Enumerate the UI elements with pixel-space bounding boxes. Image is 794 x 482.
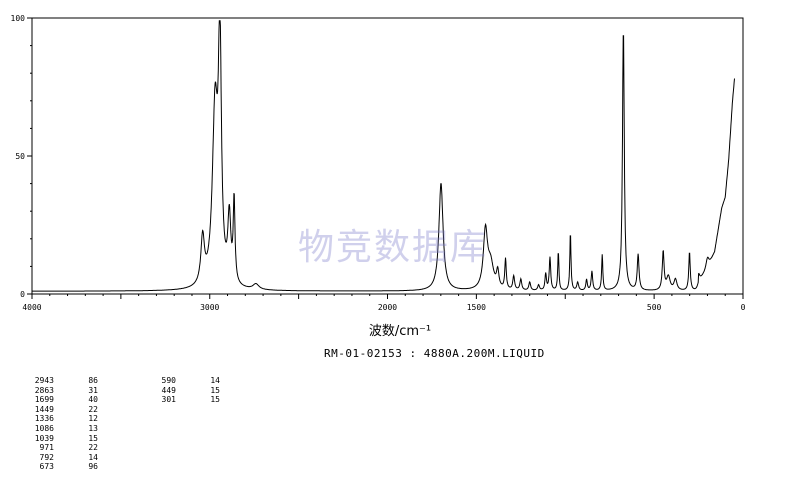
peak-intensity: 86 [88,376,98,385]
peak-wavenumber: 1699 [34,395,54,405]
peak-wavenumber: 792 [39,452,54,462]
peak-row: 971 22 [28,443,98,453]
peak-wavenumber: 673 [39,462,54,472]
peak-intensity: 15 [210,395,220,405]
peak-row: 301 15 [150,395,220,405]
peak-wavenumber: 1086 [34,423,54,433]
peak-row: 1039 15 [28,434,98,444]
spectrum-title: RM-01-02153 : 4880A.200M.LIQUID [324,347,545,360]
x-tick-label: 0 [741,303,746,312]
x-tick-label: 500 [647,303,662,312]
peak-intensity: 14 [210,376,220,385]
x-tick-label: 3000 [200,303,219,312]
spectrum-line [32,20,735,292]
peak-intensity: 22 [88,404,98,414]
x-tick-label: 4000 [22,303,41,312]
peak-intensity: 15 [210,385,220,395]
x-tick-label: 1500 [467,303,486,312]
peak-row: 792 14 [28,453,98,463]
peak-wavenumber: 2863 [34,385,54,395]
peak-wavenumber: 2943 [34,376,54,385]
peak-intensity: 13 [88,423,98,433]
x-axis-label: 波数/cm⁻¹ [368,324,432,339]
peak-table-column-1: 2943 86 2863 31 1699 40 1449 22 1336 12 1086 13 1039… [28,376,98,472]
peak-wavenumber: 1449 [34,404,54,414]
peak-intensity: 12 [88,414,98,424]
peak-row: 1336 12 [28,414,98,424]
peak-row: 1449 22 [28,405,98,415]
peak-row: 1086 13 [28,424,98,434]
peak-intensity: 14 [88,452,98,462]
peak-row: 673 96 [28,462,98,472]
peak-row: 2863 31 [28,386,98,396]
y-tick-label: 50 [15,152,25,161]
y-tick-label: 100 [11,14,26,23]
peak-wavenumber: 971 [39,443,54,453]
x-tick-label: 2000 [378,303,397,312]
peak-row: 449 15 [150,386,220,396]
watermark: 物竞数据库 [298,227,489,268]
peak-row: 590 14 [150,376,220,386]
peak-wavenumber: 449 [161,385,176,395]
peak-intensity: 15 [88,433,98,443]
axis-ticks: 4000 3000 2000 1500 500 0 0 50 100 [11,14,746,312]
y-tick-label: 0 [20,290,25,299]
peak-row: 2943 86 [28,376,98,386]
peak-wavenumber: 590 [161,376,176,385]
peak-intensity: 40 [88,395,98,405]
peak-intensity: 96 [88,462,98,472]
peak-wavenumber: 1039 [34,433,54,443]
peak-row: 1699 40 [28,395,98,405]
peak-table-column-2: 590 14 449 15 301 15 [150,376,220,405]
peak-wavenumber: 1336 [34,414,54,424]
peak-wavenumber: 301 [161,395,176,405]
peak-intensity: 31 [88,385,98,395]
peak-intensity: 22 [88,443,98,453]
